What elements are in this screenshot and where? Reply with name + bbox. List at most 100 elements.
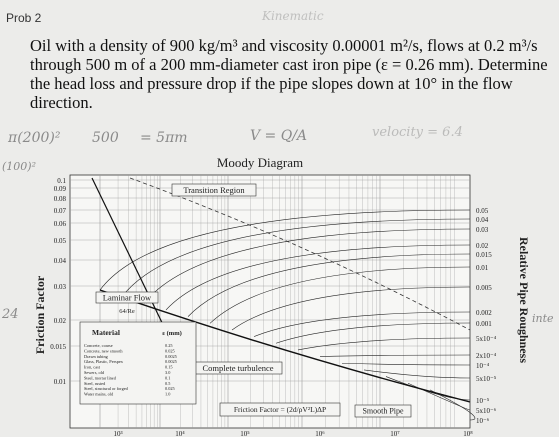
table-cell: Steel, rusted — [84, 381, 106, 387]
roughness-curve — [99, 209, 471, 291]
x-tick-label: 10⁷ — [390, 430, 400, 437]
laminar-label: Laminar Flow — [103, 292, 152, 302]
laminar-formula: 64/Re — [119, 308, 135, 315]
problem-text: Oil with a density of 900 kg/m³ and visc… — [30, 36, 548, 112]
roughness-curve — [429, 389, 476, 421]
moody-diagram: Moody Diagram Friction Factor Relative P… — [33, 155, 531, 437]
table-cell: 0.025 — [165, 386, 175, 391]
y2-tick-label: 5x10⁻⁶ — [476, 407, 497, 415]
table-cell: Concrete, coarse — [84, 343, 113, 349]
table-cell: Water mains, old — [84, 392, 114, 398]
roughness-curve — [209, 266, 471, 324]
y2-axis-label: Relative Pipe Roughness — [517, 237, 531, 363]
handwriting: π(200)² — [7, 130, 61, 146]
table-cell: 3.0 — [165, 370, 170, 375]
handwriting: inte — [532, 312, 554, 325]
roughness-curve — [165, 244, 471, 311]
problem-label: Prob 2 — [6, 11, 42, 25]
handwriting: velocity = 6.4 — [372, 125, 463, 140]
y-tick-label: 0.015 — [50, 343, 66, 351]
laminar-label-box — [95, 291, 159, 304]
y-tick-label: 0.05 — [54, 237, 67, 245]
y2-tick-label: 0.04 — [476, 216, 489, 224]
x-tick-label: 10⁶ — [315, 430, 325, 437]
table-cell: 0.5 — [165, 381, 170, 386]
table-cell: 0.1 — [165, 375, 170, 380]
y-tick-label: 0.04 — [54, 257, 67, 265]
handwriting: 24 — [1, 307, 19, 322]
table-header: Material — [92, 328, 120, 337]
x-tick-label: 10⁵ — [240, 430, 250, 437]
table-cell: 0.0025 — [165, 359, 177, 364]
diagram-title: Moody Diagram — [217, 155, 303, 170]
material-table — [79, 321, 197, 405]
y-tick-label: 0.03 — [54, 283, 67, 291]
roughness-curve — [341, 362, 471, 366]
y-tick-label: 0.06 — [54, 220, 67, 228]
y2-tick-label: 10⁻⁴ — [476, 362, 490, 370]
y2-tick-label: 0.001 — [476, 320, 492, 328]
handwriting: Kinematic — [261, 9, 324, 23]
x-tick-label: 10³ — [113, 430, 122, 437]
handwriting: (100)² — [2, 160, 36, 173]
y-tick-label: 0.1 — [57, 177, 66, 185]
y2-tick-label: 10⁻⁶ — [476, 417, 490, 425]
y-tick-label: 0.09 — [54, 185, 67, 193]
roughness-curve — [319, 354, 471, 357]
y-axis-label: Friction Factor — [33, 275, 47, 354]
formula-label-box — [219, 402, 341, 417]
formula-label: Friction Factor = (2d/ρV²L)ΔP — [234, 405, 326, 414]
table-cell: 0.15 — [165, 365, 173, 370]
roughness-curve — [231, 286, 471, 331]
table-cell: Steel, structural or forged — [84, 386, 129, 392]
smooth-label-box — [354, 404, 412, 418]
smooth-label: Smooth Pipe — [362, 407, 404, 416]
handwriting: V = Q/A — [250, 128, 307, 144]
table-header: ε (mm) — [162, 330, 182, 337]
table-cell: 0.25 — [165, 343, 173, 348]
y2-tick-label: 0.005 — [476, 284, 492, 292]
y2-tick-label: 0.05 — [476, 207, 489, 215]
y-tick-label: 0.08 — [54, 195, 67, 203]
smooth-curve — [99, 289, 471, 403]
roughness-curve — [363, 369, 471, 379]
y2-tick-label: 2x10⁻⁴ — [476, 352, 497, 360]
y2-tick-label: 0.03 — [476, 226, 489, 234]
table-cell: 0.0025 — [165, 354, 177, 359]
table-cell: Iron, cast — [84, 365, 101, 371]
table-cell: Concrete, new smooth — [84, 348, 123, 354]
y2-tick-label: 0.01 — [476, 264, 489, 272]
transition-line — [129, 177, 471, 331]
roughness-curve — [253, 311, 471, 337]
table-cell: 1.0 — [165, 392, 170, 397]
handwriting: 500 — [92, 130, 119, 146]
transition-label-box — [171, 183, 257, 197]
x-tick-label: 10⁸ — [463, 430, 473, 437]
roughness-curve — [143, 228, 471, 304]
y2-tick-label: 5x10⁻⁴ — [476, 335, 497, 343]
y2-tick-label: 5x10⁻⁵ — [476, 375, 497, 383]
y-tick-label: 0.07 — [54, 207, 67, 215]
roughness-curve — [121, 218, 471, 297]
problem-box: Oil with a density of 900 kg/m³ and visc… — [30, 36, 548, 112]
table-cell: 0.025 — [165, 348, 175, 353]
roughness-curve — [275, 322, 471, 344]
handwriting: = 5πm — [140, 130, 188, 146]
x-tick-label: 10⁴ — [175, 430, 185, 437]
transition-label: Transition Region — [183, 185, 245, 195]
table-cell: Drawn tubing — [84, 354, 109, 359]
y2-tick-label: 0.002 — [476, 309, 492, 317]
y2-tick-label: 0.02 — [476, 242, 489, 250]
laminar-line — [91, 177, 169, 336]
y-tick-label: 0.01 — [54, 378, 67, 386]
table-cell: Sewers, old — [84, 370, 105, 376]
y-tick-label: 0.02 — [54, 317, 67, 325]
table-cell: Steel, mortar lined — [84, 375, 117, 381]
roughness-curve — [297, 337, 471, 351]
y2-tick-label: 10⁻⁵ — [476, 397, 490, 405]
y2-tick-label: 0.015 — [476, 251, 492, 259]
table-cell: Glass, Plastic, Perspex — [84, 359, 124, 365]
roughness-curve — [187, 253, 471, 317]
